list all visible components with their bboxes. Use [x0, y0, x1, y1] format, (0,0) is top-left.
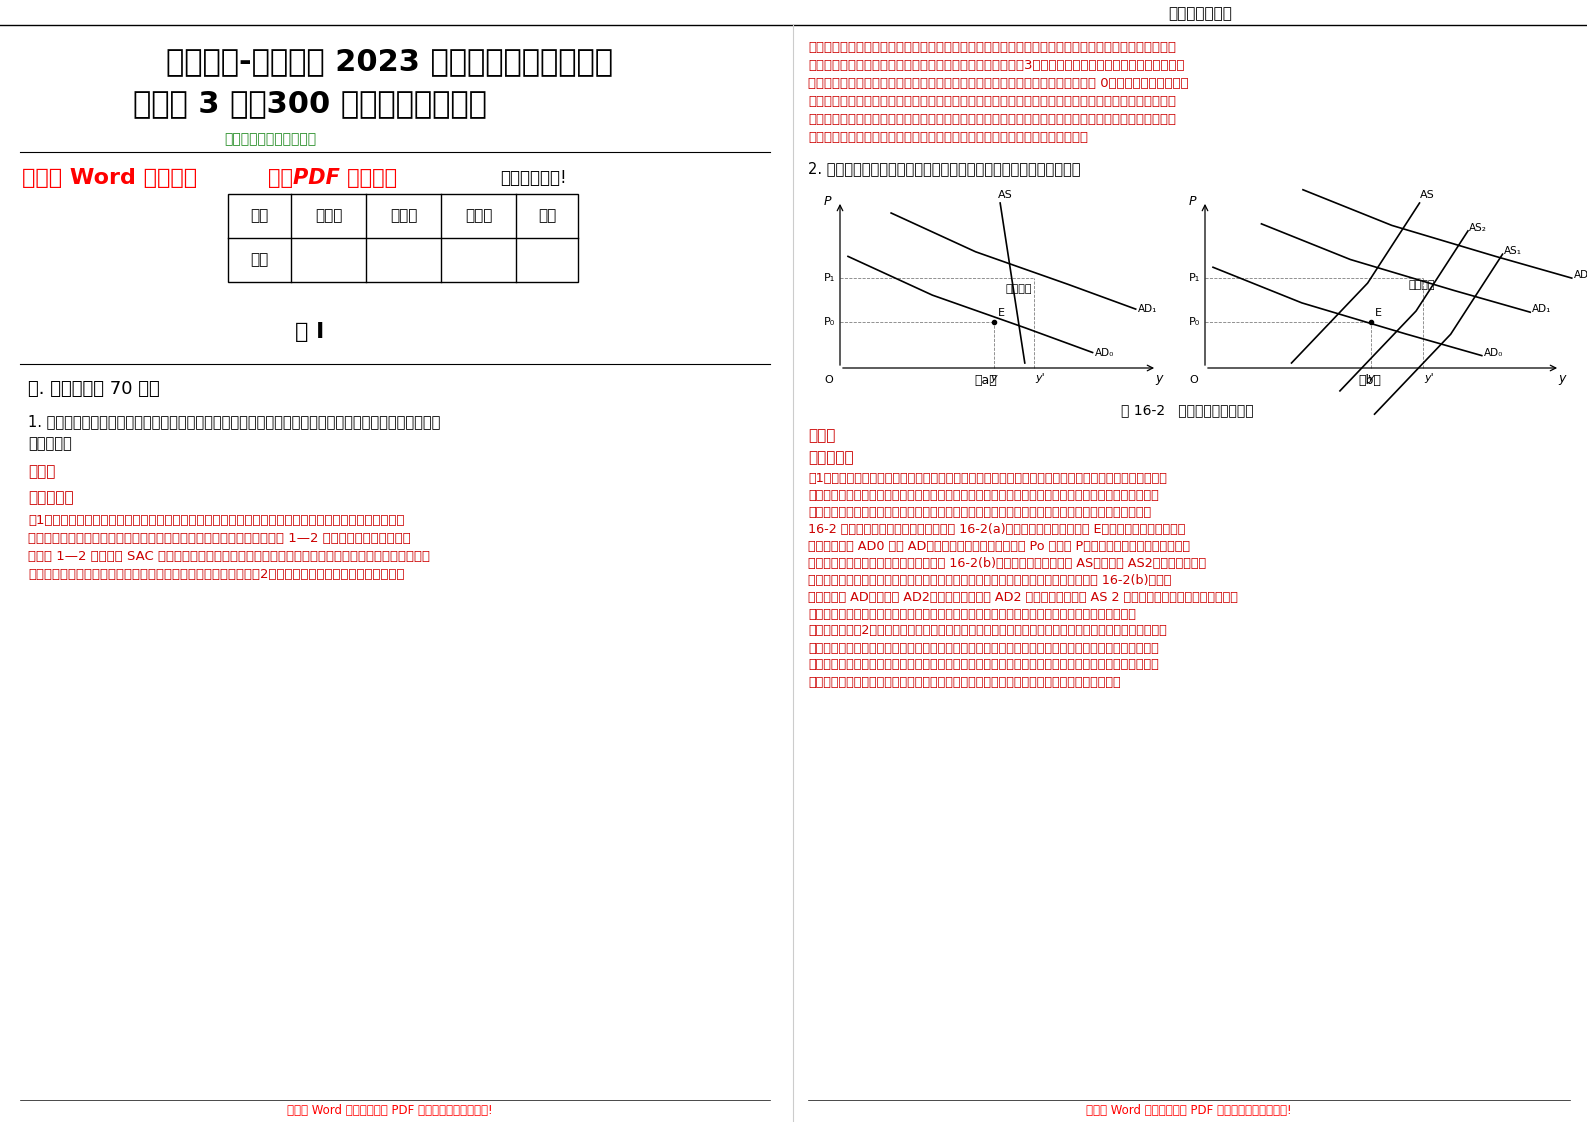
Text: 生的通货膨胀的事前估计。政府所宣布的将要执行的各种经济政策会影响或决定人们的预期。因此，当政: 生的通货膨胀的事前估计。政府所宣布的将要执行的各种经济政策会影响或决定人们的预期… — [808, 642, 1159, 654]
Text: 工资意味着人们有更多的货币收入，导致更多的消费，从而使总需求进一步扩大，在图 16-2(b)中，总: 工资意味着人们有更多的货币收入，导致更多的消费，从而使总需求进一步扩大，在图 1… — [808, 573, 1171, 587]
Text: AS₁: AS₁ — [1503, 246, 1522, 256]
Text: （a）: （a） — [974, 374, 997, 387]
Text: 成本曲线位置的变化原因可以用企业的外在经济和外在不经济的概念来解释。〔图 0〕企业外在经济是由于: 成本曲线位置的变化原因可以用企业的外在经济和外在不经济的概念来解释。〔图 0〕企… — [808, 76, 1189, 90]
Text: y: y — [1368, 373, 1374, 383]
Text: 得分: 得分 — [251, 252, 268, 267]
Text: 抑制需求的扩大和抢购风潮的发生，物价就能够保持稳定，通货膨胀也就不能自我维持下去。: 抑制需求的扩大和抢购风潮的发生，物价就能够保持稳定，通货膨胀也就不能自我维持下去… — [808, 675, 1120, 689]
Text: E: E — [1374, 307, 1382, 318]
Text: 答案：: 答案： — [808, 429, 835, 443]
Text: y: y — [1155, 373, 1163, 385]
Text: P₀: P₀ — [824, 316, 835, 327]
Text: 本题解析：: 本题解析： — [29, 490, 73, 506]
Text: 卷 I: 卷 I — [295, 322, 325, 342]
Text: （1）通货膨胀的自我维持是指通货膨胀率会有不断持续下去的趋势，即价格水平不断持续上升。产生这种: （1）通货膨胀的自我维持是指通货膨胀率会有不断持续下去的趋势，即价格水平不断持续… — [808, 471, 1166, 485]
Text: 导致价格进一步上涨，又引发了另一轮的工资的上涨。这样，通货膨胀在整个经济中具有不断循环: 导致价格进一步上涨，又引发了另一轮的工资的上涨。这样，通货膨胀在整个经济中具有不… — [808, 607, 1136, 620]
Text: y: y — [1558, 373, 1566, 385]
Text: 2. 政府公开宣布控制通货膨胀预期的意义，通货膨胀如何自我维持：: 2. 政府公开宣布控制通货膨胀预期的意义，通货膨胀如何自我维持： — [808, 162, 1081, 176]
Text: AS: AS — [998, 190, 1013, 200]
Text: P: P — [1189, 194, 1197, 208]
Text: 1. 画图说明如何从短期平均成本曲线推导出长期平均成本曲线，并说明长期平均成本曲线的经济含义及移: 1. 画图说明如何从短期平均成本曲线推导出长期平均成本曲线，并说明长期平均成本曲… — [29, 414, 440, 430]
Text: AD₂: AD₂ — [1574, 270, 1587, 280]
Bar — [229, 194, 578, 282]
Text: 若为PDF 皆为盗版: 若为PDF 皆为盗版 — [268, 168, 397, 188]
Text: 总分: 总分 — [538, 209, 555, 223]
Text: （图片可自由调整大小）: （图片可自由调整大小） — [224, 132, 316, 146]
Text: （1）从短期平均成本曲线推导出长期平均成本曲线。在长期生产中，厂商总是可以在每一产量水平上找到: （1）从短期平均成本曲线推导出长期平均成本曲线。在长期生产中，厂商总是可以在每一… — [29, 514, 405, 526]
Text: y': y' — [1035, 373, 1044, 383]
Text: 本题解析：: 本题解析： — [808, 451, 854, 466]
Text: y': y' — [1424, 373, 1433, 383]
Text: O: O — [1189, 375, 1198, 385]
Text: 相应的最优的生产规模进行生产。而在短期内，厂商做不到这一点。如图 1—2 所示。由以上分析可见，: 相应的最优的生产规模进行生产。而在短期内，厂商做不到这一点。如图 1—2 所示。… — [29, 532, 411, 544]
Text: AD₁: AD₁ — [1138, 304, 1157, 314]
Text: 下，长期平均成本曲线由短期平均成本曲线的最低点构成。（3）长期平均成本曲线移动的原因。长期平均: 下，长期平均成本曲线由短期平均成本曲线的最低点构成。（3）长期平均成本曲线移动的… — [808, 58, 1184, 72]
Text: 沿着图 1—2 中所有的 SAC 曲线的实线部分，厂商总是可以找到长期内生产某一产量的最低平均成本的。: 沿着图 1—2 中所有的 SAC 曲线的实线部分，厂商总是可以找到长期内生产某一… — [29, 550, 430, 562]
Text: AD₀: AD₀ — [1095, 348, 1114, 358]
Text: 16-2 说明了通货膨胀的自我维持。在图 16-2(a)中，经济初始处于平衡点 E。假定出现总需求冲击，: 16-2 说明了通货膨胀的自我维持。在图 16-2(a)中，经济初始处于平衡点 … — [808, 523, 1185, 535]
Text: 的工资使总供给曲线向上移动，表现在图 16-2(b)中，就是总供给曲线由 AS。移动到 AS2。同时，更高的: 的工资使总供给曲线向上移动，表现在图 16-2(b)中，就是总供给曲线由 AS。… — [808, 557, 1206, 570]
Text: 动的原因。: 动的原因。 — [29, 436, 71, 451]
Text: 全文为 Word 可编辑，: 全文为 Word 可编辑， — [22, 168, 197, 188]
Text: 考研考博-泰州学院 2023 年考研《经济学》全真: 考研考博-泰州学院 2023 年考研《经济学》全真 — [167, 47, 614, 76]
Text: 全文为 Word 可编辑，若为 PDF 皆为盗版，请谨慎购买!: 全文为 Word 可编辑，若为 PDF 皆为盗版，请谨慎购买! — [287, 1104, 494, 1116]
Text: 不经济是由企业以外的因素所引起的，它影响厂商的长期平均成本曲线的位置。: 不经济是由企业以外的因素所引起的，它影响厂商的长期平均成本曲线的位置。 — [808, 130, 1089, 144]
Text: P₀: P₀ — [1189, 316, 1200, 327]
Text: 需求曲线由 AD。移动到 AD2。新的总需求曲线 AD2 与新的总供给曲线 AS 2 之间存在一个对商品的超额需求，: 需求曲线由 AD。移动到 AD2。新的总需求曲线 AD2 与新的总供给曲线 AS… — [808, 590, 1238, 604]
Text: P₁: P₁ — [824, 273, 835, 283]
Text: 厂商的生产活动所依赖的外界环境得到改善而产生的，此时长期平均成本曲线向下移动。相反，如果厂商: 厂商的生产活动所依赖的外界环境得到改善而产生的，此时长期平均成本曲线向下移动。相… — [808, 94, 1176, 108]
Text: AS₂: AS₂ — [1470, 223, 1487, 233]
Text: 判断题: 判断题 — [390, 209, 417, 223]
Text: AD₀: AD₀ — [1484, 348, 1503, 358]
Text: 答案：: 答案： — [29, 465, 56, 479]
Text: O: O — [824, 375, 833, 385]
Text: 一. 问答题（共 70 题）: 一. 问答题（共 70 题） — [29, 380, 160, 398]
Text: 总需求曲线从 AD0 移到 AD，这个移动使得价格从原来的 Po 上升到 P。价格上升引起工资提高，较高: 总需求曲线从 AD0 移到 AD，这个移动使得价格从原来的 Po 上升到 P。价… — [808, 540, 1190, 552]
Text: ，请谨慎购买!: ，请谨慎购买! — [500, 169, 567, 187]
Text: 成经济运行的现象。通货膨胀开始后，在需求拉动和成本推动的作用下，通货膨胀会自行持续下去。图: 成经济运行的现象。通货膨胀开始后，在需求拉动和成本推动的作用下，通货膨胀会自行持… — [808, 506, 1151, 518]
Text: 的生产活动所依赖的外界环境恶化了，则为企业的外在不经济，长期平均曲线向上移动。外在经济和外在: 的生产活动所依赖的外界环境恶化了，则为企业的外在不经济，长期平均曲线向上移动。外… — [808, 112, 1176, 126]
Text: P: P — [824, 194, 832, 208]
Text: 显然，长期平均成本曲线是无数条短期平均成本曲线的包络线。（2）长期平均成本曲线的经济含义。长期: 显然，长期平均成本曲线是无数条短期平均成本曲线的包络线。（2）长期平均成本曲线的… — [29, 568, 405, 580]
Text: AS: AS — [1419, 190, 1435, 200]
Text: P₁: P₁ — [1189, 273, 1200, 283]
Text: 住在富人区的她: 住在富人区的她 — [1168, 7, 1232, 21]
Text: 全文为 Word 可编辑，若为 PDF 皆为盗版，请谨慎购买!: 全文为 Word 可编辑，若为 PDF 皆为盗版，请谨慎购买! — [1086, 1104, 1292, 1116]
Text: 选择题: 选择题 — [314, 209, 343, 223]
Text: E: E — [998, 307, 1005, 318]
Text: 下去的趋势。（2）政府公开宣布控制通货膨胀预期的意义。通货膨胀预期是指公众对后一段时期内可能发: 下去的趋势。（2）政府公开宣布控制通货膨胀预期的意义。通货膨胀预期是指公众对后一… — [808, 625, 1166, 637]
Text: 平均成本曲线反映了厂商在长期内每一个产量水平上可以实现的最小的平均成本。在规模报酬不变的条件: 平均成本曲线反映了厂商在长期内每一个产量水平上可以实现的最小的平均成本。在规模报… — [808, 40, 1176, 54]
Text: 现象的原因在于，如果经济中大多数人都预期到同样的通货膨胀率，那么，这种对通货膨胀的预期就会变: 现象的原因在于，如果经济中大多数人都预期到同样的通货膨胀率，那么，这种对通货膨胀… — [808, 488, 1159, 502]
Text: 府宣布控制通货膨胀的预期并且承诺可信时，如政府宣布将控制物价水平或增加有效供给时，就可以有效: 府宣布控制通货膨胀的预期并且承诺可信时，如政府宣布将控制物价水平或增加有效供给时… — [808, 659, 1159, 671]
Text: 模拟卷 3 套【300 题】附带答案详解: 模拟卷 3 套【300 题】附带答案详解 — [133, 90, 487, 119]
Text: 超额需求: 超额需求 — [1006, 284, 1032, 294]
Text: （b）: （b） — [1358, 374, 1381, 387]
Text: y: y — [990, 373, 997, 383]
Text: 问答题: 问答题 — [465, 209, 492, 223]
Text: 题型: 题型 — [251, 209, 268, 223]
Text: 超额需求: 超额需求 — [1409, 279, 1435, 289]
Text: AD₁: AD₁ — [1531, 304, 1552, 314]
Text: 图 16-2   通货膨胀的自我维持: 图 16-2 通货膨胀的自我维持 — [1120, 403, 1254, 417]
